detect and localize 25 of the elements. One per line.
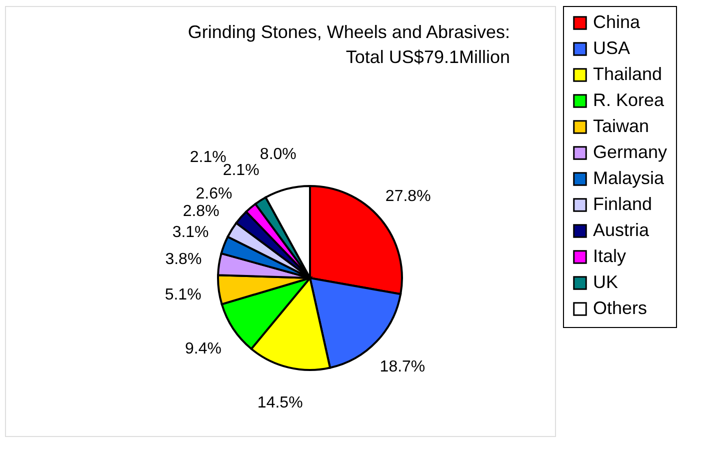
legend-label: Taiwan bbox=[593, 116, 650, 136]
text: Total US$79.1Million bbox=[346, 47, 510, 67]
legend-label: Malaysia bbox=[593, 168, 666, 188]
legend-label: Thailand bbox=[593, 64, 662, 84]
data-label: 3.1% bbox=[172, 224, 209, 242]
legend-label: R. Korea bbox=[593, 90, 666, 110]
data-label: 9.4% bbox=[185, 340, 222, 358]
data-label: 2.6% bbox=[196, 185, 232, 202]
data-label: 2.1% bbox=[222, 162, 260, 180]
data-label: 3.8% bbox=[165, 250, 202, 268]
data-label: 2.8% bbox=[182, 202, 220, 220]
legend-label: UK bbox=[593, 272, 618, 292]
legend-label: Italy bbox=[593, 246, 626, 266]
data-label: 18.7% bbox=[380, 358, 426, 376]
data-label: 27.8% bbox=[385, 188, 431, 205]
data-label: 5.1% bbox=[164, 286, 202, 304]
text: Grinding Stones, Wheels and Abrasives: bbox=[188, 22, 510, 42]
legend-label: Germany bbox=[593, 142, 668, 162]
legend-label: USA bbox=[593, 38, 630, 58]
legend-label: Finland bbox=[593, 194, 652, 214]
legend-label: China bbox=[593, 12, 642, 32]
legend-label: Austria bbox=[593, 220, 650, 240]
data-label: 14.5% bbox=[257, 394, 303, 412]
data-label: 8.0% bbox=[260, 146, 296, 164]
legend-label: Others bbox=[593, 298, 648, 318]
